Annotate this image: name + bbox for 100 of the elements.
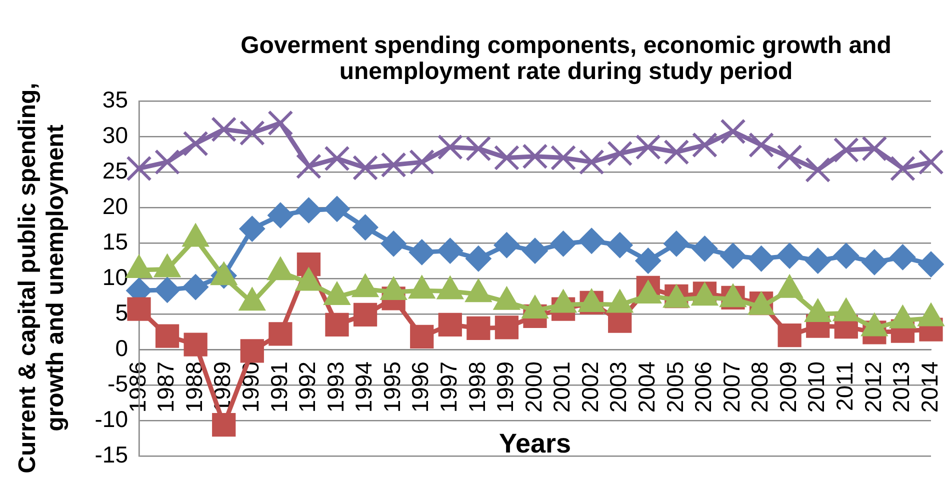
- point: [126, 156, 152, 182]
- point: [692, 236, 718, 262]
- point: [635, 248, 662, 274]
- y-tick-label: 0: [115, 334, 128, 361]
- point: [296, 197, 322, 224]
- point: [720, 118, 746, 144]
- x-tick-label: 2014: [916, 361, 942, 413]
- point: [127, 297, 151, 321]
- point: [890, 244, 916, 270]
- point: [380, 230, 407, 257]
- x-tick-label: 1991: [266, 362, 292, 413]
- point: [239, 216, 266, 242]
- point: [578, 149, 604, 175]
- point: [918, 149, 944, 175]
- point: [664, 139, 690, 165]
- x-tick-label: 1987: [152, 362, 179, 413]
- x-tick-label: 1998: [464, 362, 490, 413]
- x-tick-label: 2002: [576, 362, 603, 413]
- point: [833, 242, 860, 269]
- point: [296, 252, 321, 276]
- point: [437, 134, 463, 160]
- point: [578, 228, 605, 254]
- point: [324, 146, 350, 172]
- point: [494, 316, 519, 340]
- point: [607, 140, 633, 166]
- point: [182, 274, 209, 300]
- x-tick-label: 1999: [492, 362, 518, 413]
- point: [748, 246, 774, 272]
- x-tick-label: 1993: [322, 362, 348, 413]
- point: [155, 324, 180, 348]
- x-tick-label: 1988: [180, 362, 207, 413]
- point: [324, 196, 350, 222]
- point: [692, 132, 718, 158]
- point: [409, 149, 435, 175]
- point: [861, 249, 888, 276]
- point: [325, 312, 349, 336]
- x-tick-label: 1996: [407, 362, 434, 413]
- point: [438, 312, 462, 336]
- x-tick-label: 2003: [605, 362, 632, 413]
- y-tick-label: 15: [102, 228, 128, 254]
- point: [663, 230, 690, 257]
- point: [494, 232, 520, 258]
- x-tick-label: 1997: [435, 362, 462, 413]
- x-axis-title: Years: [498, 428, 572, 458]
- point: [550, 144, 576, 171]
- point: [778, 323, 802, 348]
- point: [776, 144, 802, 170]
- point: [380, 152, 406, 178]
- point: [268, 322, 292, 346]
- point: [239, 120, 265, 146]
- point: [182, 130, 208, 156]
- y-tick-label: 5: [115, 299, 128, 326]
- point: [804, 248, 831, 274]
- x-tick-label: 2011: [831, 362, 858, 411]
- x-tick-label: 2001: [548, 362, 575, 413]
- point: [494, 144, 520, 171]
- x-tick-label: 2004: [633, 361, 660, 413]
- point: [268, 110, 294, 136]
- y-axis-title: Current & capital public spending, growth and unemployment: [14, 82, 70, 476]
- y-tick-label: -10: [94, 406, 128, 432]
- point: [352, 214, 378, 240]
- point: [776, 242, 803, 269]
- point: [550, 230, 576, 257]
- point: [353, 302, 378, 327]
- x-tick-label: 2010: [803, 362, 830, 413]
- point: [437, 238, 464, 264]
- point: [805, 157, 831, 183]
- point: [465, 246, 492, 272]
- x-tick-label: 1994: [350, 361, 377, 413]
- point: [635, 134, 661, 160]
- point: [184, 332, 208, 356]
- point: [240, 339, 264, 363]
- x-tick-label: 2013: [888, 362, 914, 413]
- x-tick-label: 1992: [294, 362, 320, 413]
- point: [748, 132, 774, 158]
- point: [212, 412, 236, 437]
- y-tick-label: 20: [102, 192, 128, 219]
- y-tick-label: 35: [102, 86, 128, 112]
- y-tick-label: 10: [102, 264, 128, 290]
- x-tick-label: 2008: [746, 362, 773, 413]
- x-tick-label: 2000: [520, 362, 546, 413]
- point: [352, 154, 378, 181]
- y-tick-label: 30: [102, 122, 128, 148]
- point: [522, 144, 548, 170]
- point: [918, 251, 944, 278]
- point: [606, 232, 633, 258]
- x-tick-label: 2007: [718, 362, 744, 413]
- point: [833, 137, 859, 163]
- point: [862, 136, 888, 162]
- point: [466, 316, 490, 340]
- x-tick-label: 2006: [690, 362, 716, 413]
- x-tick-label: 2005: [662, 362, 688, 413]
- x-tick-label: 1995: [378, 362, 405, 413]
- x-tick-label: 2009: [774, 362, 801, 413]
- point: [890, 156, 916, 182]
- y-tick-label: 25: [102, 157, 128, 184]
- point: [466, 136, 492, 162]
- point: [154, 276, 180, 303]
- point: [267, 202, 294, 228]
- point: [296, 154, 322, 180]
